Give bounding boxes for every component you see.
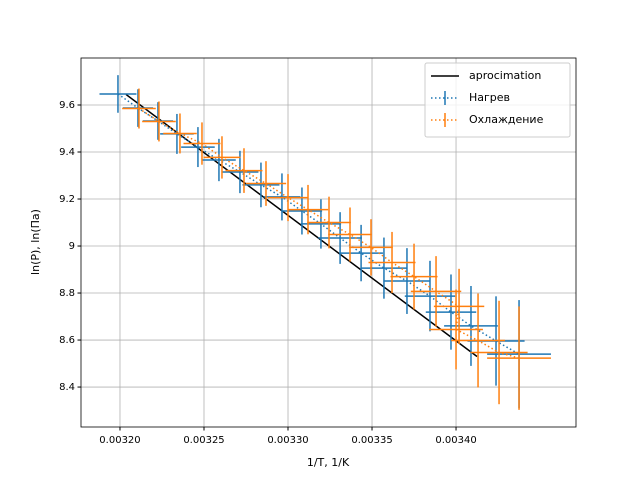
legend-box: [424, 62, 571, 138]
x-axis-label: 1/T, 1/K: [307, 456, 350, 469]
legend-label: Нагрев: [469, 91, 510, 104]
y-tick-label: 9.6: [59, 100, 75, 111]
y-tick-label: 9.2: [59, 194, 75, 205]
y-tick-label: 9: [69, 241, 75, 252]
x-tick-label: 0.00325: [183, 435, 224, 446]
x-tick-label: 0.00320: [99, 435, 140, 446]
plot-frame: [80, 57, 577, 428]
legend-label: Охлаждение: [469, 113, 544, 126]
legend-label: aprocimation: [469, 69, 541, 82]
y-axis-label: ln(P), ln(Па): [29, 209, 42, 275]
x-tick-label: 0.00340: [435, 435, 476, 446]
y-tick-label: 8.4: [59, 382, 75, 393]
x-tick-label: 0.00335: [351, 435, 392, 446]
y-tick-label: 8.8: [59, 288, 75, 299]
x-tick-label: 0.00330: [267, 435, 308, 446]
y-tick-label: 8.6: [59, 335, 75, 346]
y-tick-label: 9.4: [59, 147, 75, 158]
